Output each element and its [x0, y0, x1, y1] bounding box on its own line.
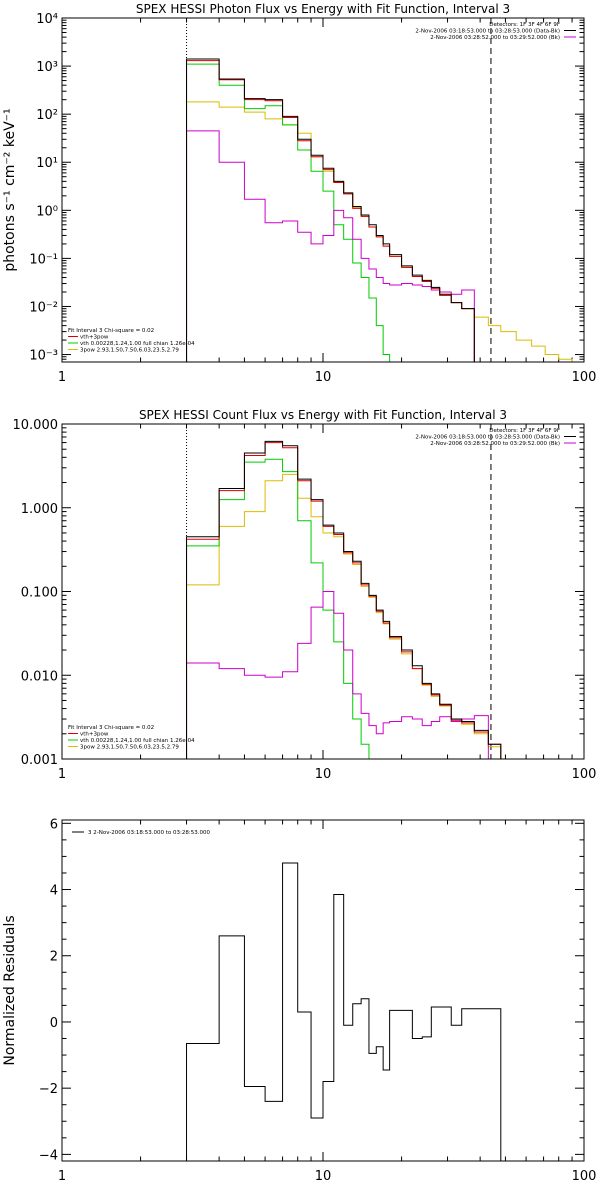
y-tick-label: 10⁻³ — [29, 349, 58, 364]
plot-frame — [61, 819, 585, 1162]
y-axis-label: photons s⁻¹ cm⁻² keV⁻¹ — [2, 108, 18, 271]
x-tick-label: 10 — [315, 1169, 332, 1184]
plot-frame — [61, 17, 585, 363]
series-line-5 — [186, 130, 475, 362]
y-tick-label: 2 — [50, 950, 58, 965]
y-tick-label: 10⁴ — [36, 12, 58, 27]
y-tick-label: 10⁻² — [29, 300, 58, 315]
y-tick-label: 0.001 — [21, 753, 58, 768]
x-tick-label: 10 — [315, 370, 332, 385]
chart-title: SPEX HESSI Photon Flux vs Energy with Fi… — [136, 2, 510, 16]
plot-frame — [61, 423, 585, 760]
legend-top-text: 2-Nov-2006 03:18:53.000 to 03:28:53.000 … — [415, 29, 560, 35]
series-line-5 — [186, 591, 489, 759]
legend-bottom-text: 3pow 2.93,1.50,7.50,6.03,23.5,2.79 — [80, 745, 179, 751]
x-tick-label: 100 — [572, 1169, 597, 1184]
legend-bottom-text: vth 0.00228,1.24,1.00 full chian 1.26e-0… — [80, 738, 195, 744]
y-tick-label: 10⁰ — [36, 204, 58, 219]
legend-top-text: 2-Nov-2006 03:18:53.000 to 03:28:53.000 … — [415, 435, 560, 441]
series-line-2 — [186, 442, 502, 759]
legend-bottom-text: vth 0.00228,1.24,1.00 full chian 1.26e-0… — [80, 341, 195, 347]
y-tick-label: 4 — [50, 884, 58, 899]
x-tick-label: 1 — [58, 767, 66, 782]
chart-panel-3: Normalized Residuals 1 10 100 −4 −2 0 2 4 6 3 2-No… — [2, 817, 596, 1184]
legend-residual-text: 3 2-Nov-2006 03:18:53.000 to 03:28:53.00… — [88, 830, 210, 836]
series-line-1 — [186, 58, 475, 362]
y-tick-label: −4 — [39, 1148, 58, 1163]
y-tick-label: 0.010 — [21, 669, 58, 684]
chart-panel-2: SPEX HESSI Count Flux vs Energy with Fit… — [13, 408, 597, 782]
y-tick-label: 1.000 — [21, 502, 58, 517]
legend-bottom-text: Fit Interval 3 Chi-square = 0.02 — [68, 328, 154, 334]
y-tick-label: 10¹ — [36, 156, 58, 171]
legend-bottom-text: vth+3pow — [80, 335, 109, 341]
legend-bottom-text: vth+3pow — [80, 732, 109, 738]
y-tick-label: −2 — [39, 1082, 58, 1097]
y-axis-label: Normalized Residuals — [2, 915, 18, 1065]
x-tick-label: 100 — [572, 370, 597, 385]
legend-top-text: Detectors: 1F 3F 4F 6F 9F — [489, 428, 560, 434]
y-tick-label: 10⁻¹ — [29, 252, 58, 267]
y-tick-label: 6 — [50, 817, 58, 832]
series-line-4 — [186, 101, 584, 362]
series-line-2 — [186, 60, 475, 362]
y-tick-label: 0 — [50, 1016, 58, 1031]
x-tick-label: 100 — [572, 767, 597, 782]
legend-top-text: 2-Nov-2006 03:28:52.000 to 03:29:52.000 … — [430, 35, 560, 41]
chart-title: SPEX HESSI Count Flux vs Energy with Fit… — [139, 408, 507, 422]
legend-top-text: 2-Nov-2006 03:28:52.000 to 03:29:52.000 … — [430, 441, 560, 447]
y-tick-label: 10² — [36, 108, 58, 123]
legend-top-text: Detectors: 1F 3F 4F 6F 9F — [489, 22, 560, 28]
x-tick-label: 1 — [58, 370, 66, 385]
x-tick-label: 10 — [315, 767, 332, 782]
series-line-1 — [186, 862, 502, 1161]
y-tick-label: 10³ — [36, 60, 58, 75]
chart-panel-1: SPEX HESSI Photon Flux vs Energy with Fi… — [2, 2, 596, 385]
x-tick-label: 1 — [58, 1169, 66, 1184]
legend-bottom-text: Fit Interval 3 Chi-square = 0.02 — [68, 725, 154, 731]
series-line-3 — [186, 63, 391, 362]
series-line-1 — [186, 440, 502, 759]
y-tick-label: 0.100 — [21, 586, 58, 601]
series-line-3 — [186, 458, 377, 759]
y-tick-label: 10.000 — [13, 418, 59, 433]
legend-bottom-text: 3pow 2.93,1.50,7.50,6.03,23.5,2.79 — [80, 348, 179, 354]
